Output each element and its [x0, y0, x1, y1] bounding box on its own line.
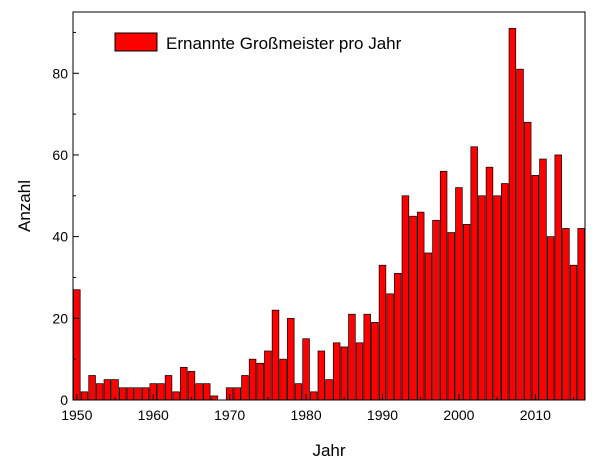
bar-2010 — [531, 175, 540, 401]
bar-1982 — [317, 350, 326, 401]
x-tick-label-1990: 1990 — [367, 407, 398, 423]
bars-group — [73, 27, 585, 401]
bar-1993 — [401, 195, 410, 401]
bar-1972 — [241, 375, 249, 401]
bar-2008 — [516, 68, 524, 401]
x-tick-label-2000: 2000 — [443, 407, 474, 423]
x-tick-label-1970: 1970 — [214, 407, 245, 423]
bar-1985 — [340, 346, 348, 401]
bar-1995 — [416, 211, 425, 401]
bar-1971 — [233, 387, 242, 401]
bar-2003 — [478, 195, 486, 401]
bar-1980 — [302, 338, 310, 401]
y-tick-label-0: 0 — [60, 392, 68, 408]
bar-1973 — [248, 358, 257, 401]
x-tick-label-1960: 1960 — [138, 407, 169, 423]
bar-1976 — [271, 309, 280, 401]
bar-2004 — [485, 166, 494, 401]
bar-2000 — [455, 187, 463, 401]
x-tick-label-2010: 2010 — [520, 407, 551, 423]
y-tick-label-60: 60 — [52, 147, 68, 163]
bar-1954 — [103, 379, 112, 401]
bar-1956 — [118, 387, 127, 401]
bar-1990 — [378, 264, 387, 401]
y-tick-label-20: 20 — [52, 310, 68, 326]
bar-1989 — [371, 322, 379, 401]
bar-2015 — [569, 264, 578, 401]
bar-1966 — [195, 383, 203, 401]
bar-2013 — [554, 154, 562, 401]
legend: Ernannte Großmeister pro Jahr — [114, 32, 402, 53]
plot-frame — [72, 11, 586, 401]
bar-2006 — [501, 183, 509, 401]
bar-1963 — [172, 391, 180, 401]
bar-1983 — [325, 379, 333, 401]
bar-1967 — [203, 383, 211, 401]
bar-1979 — [294, 383, 303, 401]
bar-1961 — [157, 383, 165, 401]
bar-1952 — [88, 375, 96, 401]
bar-2014 — [562, 228, 570, 401]
bar-1964 — [180, 366, 188, 401]
bar-1977 — [279, 358, 287, 401]
bar-1999 — [447, 232, 455, 401]
bar-2001 — [462, 224, 471, 401]
bar-1968 — [210, 395, 219, 401]
y-tick-label-80: 80 — [52, 65, 68, 81]
x-axis-title: Jahr — [312, 441, 345, 460]
bar-2005 — [493, 195, 501, 401]
bar-2007 — [508, 27, 517, 401]
bar-1994 — [409, 215, 417, 401]
bar-1991 — [386, 293, 394, 401]
bar-1958 — [134, 387, 142, 401]
axis-ticks: 1950 1960 1970 1980 1990 2000 2010 0 20 40 60 80 — [52, 31, 575, 423]
bar-1992 — [394, 273, 402, 401]
bar-1953 — [96, 383, 104, 401]
bar-2016 — [577, 228, 585, 401]
bar-1984 — [332, 342, 341, 401]
bar-1981 — [310, 391, 318, 401]
bar-1996 — [424, 252, 433, 401]
bar-1955 — [111, 379, 119, 401]
y-axis-title: Anzahl — [15, 180, 34, 232]
bar-1987 — [355, 342, 364, 401]
bar-2002 — [470, 146, 478, 401]
bar-1975 — [264, 350, 272, 401]
bar-1988 — [363, 313, 371, 401]
bar-1965 — [187, 371, 196, 401]
bar-2011 — [539, 158, 547, 401]
x-tick-label-1950: 1950 — [61, 407, 92, 423]
bar-2012 — [546, 236, 555, 401]
bar-1951 — [80, 391, 89, 401]
bar-1957 — [126, 387, 135, 401]
bar-1959 — [141, 387, 150, 401]
bar-1962 — [164, 375, 173, 401]
bar-1997 — [432, 219, 440, 401]
legend-swatch — [114, 32, 158, 52]
bar-2009 — [523, 121, 532, 401]
bar-1986 — [348, 313, 356, 401]
y-tick-label-40: 40 — [52, 229, 68, 245]
bar-1950 — [73, 289, 81, 401]
legend-label: Ernannte Großmeister pro Jahr — [166, 34, 402, 53]
bar-1978 — [287, 317, 295, 401]
x-tick-label-1980: 1980 — [290, 407, 321, 423]
bar-1974 — [256, 362, 264, 401]
bar-1998 — [439, 170, 448, 401]
